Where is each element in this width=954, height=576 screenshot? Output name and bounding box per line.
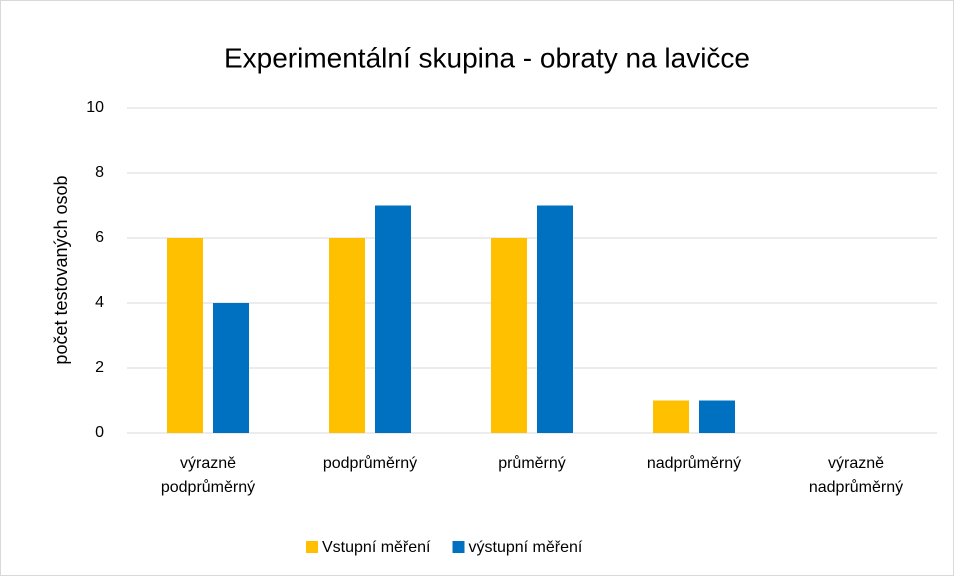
bar — [329, 238, 365, 433]
y-tick-label: 6 — [95, 229, 104, 246]
legend-swatch — [306, 541, 318, 553]
y-tick-label: 8 — [95, 164, 104, 181]
y-tick-label: 2 — [95, 359, 104, 376]
bar — [653, 400, 689, 433]
x-tick-label: výrazně podprůměrný — [160, 455, 256, 496]
bar — [375, 205, 411, 433]
x-tick-label: podprůměrný — [322, 455, 418, 472]
legend-swatch — [452, 541, 465, 553]
bar — [491, 238, 527, 433]
y-tick-label: 10 — [86, 99, 104, 116]
bar — [699, 400, 735, 433]
x-tick-label: výrazně nadprůměrný — [808, 455, 904, 496]
y-axis-label: počet testovaných osob — [51, 175, 71, 364]
y-tick-label: 4 — [95, 294, 104, 311]
x-tick-label: průměrný — [498, 455, 566, 472]
x-tick-label: nadprůměrný — [646, 455, 742, 472]
legend-label: Vstupní měření — [322, 539, 431, 556]
bar — [213, 303, 249, 433]
chart-title: Experimentální skupina - obraty na lavič… — [224, 42, 750, 73]
bar — [167, 238, 203, 433]
y-tick-label: 0 — [95, 424, 104, 441]
bar — [537, 205, 573, 433]
legend-label: výstupní měření — [469, 539, 583, 556]
